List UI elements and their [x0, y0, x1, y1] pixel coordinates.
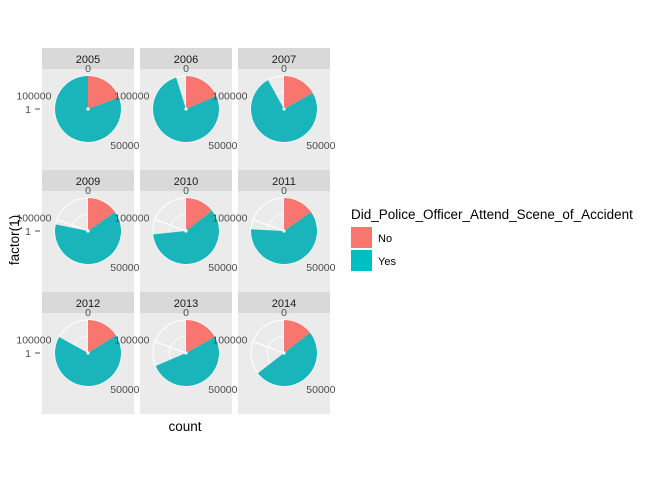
theta-tick-label: 100000 — [16, 212, 51, 224]
theta-tick-label: 50000 — [208, 384, 237, 396]
center-point — [184, 351, 188, 355]
facet-strip-label: 2009 — [76, 176, 100, 188]
facet-strip-label: 2007 — [272, 54, 296, 66]
grid-spoke — [252, 341, 285, 354]
facet-strip-label: 2014 — [272, 298, 296, 310]
theta-tick-label: 100000 — [212, 334, 247, 346]
grid-spoke — [154, 219, 187, 232]
slice-no — [186, 198, 213, 231]
theta-tick-label: 0 — [183, 307, 189, 319]
facet-strip-label: 2010 — [174, 176, 198, 188]
slice-yes — [257, 332, 317, 386]
theta-tick-label: 100000 — [114, 90, 149, 102]
grid-spoke — [56, 219, 89, 232]
center-point — [86, 351, 90, 355]
theta-tick-label: 100000 — [16, 334, 51, 346]
legend-key-no — [351, 227, 372, 248]
theta-tick-label: 50000 — [110, 262, 139, 274]
facet-strip-label: 2006 — [174, 54, 198, 66]
grid-spoke — [154, 341, 187, 354]
legend-key-yes — [351, 250, 372, 271]
x-axis-title: count — [168, 419, 201, 434]
y-axis: factor(1) — [7, 215, 22, 265]
theta-tick-label: 0 — [85, 63, 91, 75]
theta-tick-label: 50000 — [208, 140, 237, 152]
facet-strip — [238, 48, 330, 69]
slice-no — [284, 76, 313, 109]
slice-no — [186, 76, 217, 109]
center-point — [184, 229, 188, 233]
grid-spoke — [252, 219, 285, 232]
facet-strip — [42, 170, 134, 191]
theta-tick-label: 0 — [281, 307, 287, 319]
theta-tick-label: 0 — [85, 307, 91, 319]
center-point — [86, 229, 90, 233]
slice-yes — [250, 212, 317, 264]
y-axis-title: factor(1) — [7, 215, 22, 265]
theta-tick-label: 100000 — [114, 212, 149, 224]
theta-tick-label: 50000 — [110, 140, 139, 152]
center-point — [282, 351, 286, 355]
facet-strip-label: 2013 — [174, 298, 198, 310]
facet-strip — [42, 48, 134, 69]
theta-tick-label: 100000 — [16, 90, 51, 102]
theta-tick-label: 50000 — [110, 384, 139, 396]
theta-tick-label: 100000 — [212, 212, 247, 224]
theta-tick-label: 0 — [183, 185, 189, 197]
facet-strip-label: 2011 — [272, 176, 296, 188]
slice-no — [88, 76, 119, 109]
legend-label-yes: Yes — [378, 256, 396, 268]
theta-tick-label: 50000 — [208, 262, 237, 274]
theta-tick-label: 0 — [85, 185, 91, 197]
center-point — [184, 107, 188, 111]
facet-strip-label: 2005 — [76, 54, 100, 66]
slice-yes — [55, 212, 122, 265]
facet-strip-label: 2012 — [76, 298, 100, 310]
theta-tick-label: 50000 — [306, 262, 335, 274]
center-point — [282, 229, 286, 233]
slice-no — [186, 320, 215, 353]
theta-tick-label: 50000 — [306, 140, 335, 152]
center-point — [282, 107, 286, 111]
slice-no — [284, 198, 312, 231]
y-tick-label: 1 — [25, 226, 31, 238]
facet-strip — [140, 292, 232, 313]
facet-strip — [140, 48, 232, 69]
legend: Did_Police_Officer_Attend_Scene_of_Accid… — [351, 207, 633, 271]
facet-strip — [238, 170, 330, 191]
theta-tick-label: 100000 — [212, 90, 247, 102]
slice-yes — [153, 210, 219, 264]
theta-tick-label: 0 — [281, 63, 287, 75]
facet-strip — [238, 292, 330, 313]
slice-no — [284, 320, 311, 353]
slice-yes — [155, 336, 220, 387]
theta-tick-label: 100000 — [114, 334, 149, 346]
facet-strip — [140, 170, 232, 191]
slice-yes — [250, 80, 317, 143]
theta-tick-label: 0 — [183, 63, 189, 75]
slice-yes — [55, 335, 122, 386]
legend-title: Did_Police_Officer_Attend_Scene_of_Accid… — [351, 207, 633, 222]
theta-tick-label: 0 — [281, 185, 287, 197]
center-point — [86, 107, 90, 111]
slice-no — [88, 198, 116, 231]
facet-strip — [42, 292, 134, 313]
y-tick-label: 1 — [25, 348, 31, 360]
legend-label-no: No — [378, 233, 392, 245]
facet-panels: 2005050000100000120060500001000002007050… — [16, 48, 336, 414]
theta-tick-label: 50000 — [306, 384, 335, 396]
y-tick-label: 1 — [25, 104, 31, 116]
slice-no — [88, 320, 117, 353]
